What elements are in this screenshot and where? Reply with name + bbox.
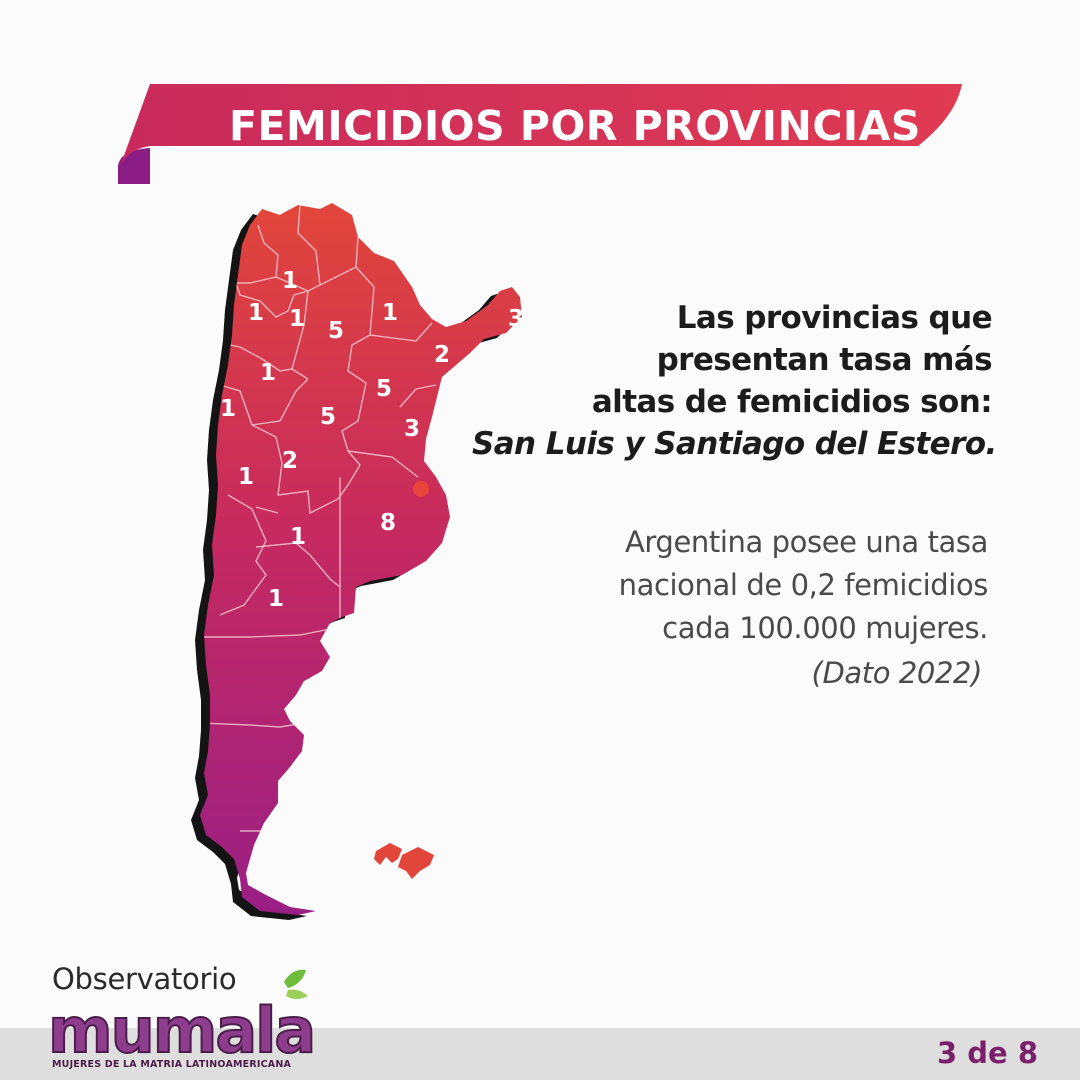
- province-count-chaco: 1: [382, 300, 398, 326]
- province-count-catamarca: 1: [248, 300, 264, 326]
- province-count-entre-rios: 3: [404, 416, 420, 442]
- province-count-santiago: 5: [328, 318, 344, 344]
- province-count-la-pampa: 1: [290, 524, 306, 550]
- headline-line-1: Las provincias que: [676, 300, 993, 336]
- province-count-buenos-aires: 8: [380, 510, 396, 536]
- headline-line-3: altas de femicidios son:: [591, 384, 993, 420]
- leaf-icon: [284, 969, 308, 999]
- national-rate-note: Argentina posee una tasa nacional de 0,2…: [528, 521, 989, 695]
- page-counter: 3 de 8: [937, 1036, 1038, 1070]
- province-count-rio-negro: 1: [268, 586, 284, 612]
- caba-marker: [413, 481, 429, 497]
- note-line-2: nacional de 0,2 femicidios: [618, 568, 989, 602]
- province-count-corrientes: 2: [434, 342, 450, 368]
- page-title: FEMICIDIOS POR PROVINCIAS: [229, 102, 921, 150]
- title-banner: FEMICIDIOS POR PROVINCIAS: [110, 80, 970, 190]
- logo-art: mumala: [48, 969, 317, 1062]
- headline-line-2: presentan tasa más: [656, 342, 993, 378]
- province-count-mendoza: 1: [238, 464, 254, 490]
- banner-ribbon: [118, 84, 962, 184]
- province-count-cordoba: 5: [320, 404, 336, 430]
- province-count-misiones: 3: [508, 306, 524, 332]
- province-count-jujuy: 1: [282, 268, 298, 294]
- note-line-1: Argentina posee una tasa: [624, 525, 988, 559]
- observatorio-mumala-logo: mumala Observatorio MUJERES DE LA MATRIA…: [48, 962, 318, 1074]
- footer-bar: [0, 1028, 1080, 1080]
- logo-wordmark: mumala: [48, 994, 314, 1062]
- falkland-islands: [374, 843, 434, 879]
- province-count-san-juan: 1: [220, 396, 236, 422]
- province-count-tucuman: 1: [289, 306, 305, 332]
- logo-tagline: MUJERES DE LA MATRIA LATINOAMERICANA: [52, 1059, 292, 1070]
- note-source: (Dato 2022): [811, 656, 983, 690]
- province-borders: [200, 204, 437, 832]
- headline: Las provincias que presentan tasa más al…: [472, 297, 997, 465]
- argentina-map: 1 1 1 5 1 3 2 1 5 1 5 3 1 2 8 1 1: [191, 203, 524, 920]
- headline-line-4: San Luis y Santiago del Estero.: [472, 426, 997, 462]
- province-count-la-rioja: 1: [260, 360, 276, 386]
- note-line-3: cada 100.000 mujeres.: [662, 611, 988, 645]
- province-count-santa-fe: 5: [376, 376, 392, 402]
- logo-observatorio: Observatorio: [52, 962, 237, 996]
- province-count-san-luis: 2: [282, 448, 298, 474]
